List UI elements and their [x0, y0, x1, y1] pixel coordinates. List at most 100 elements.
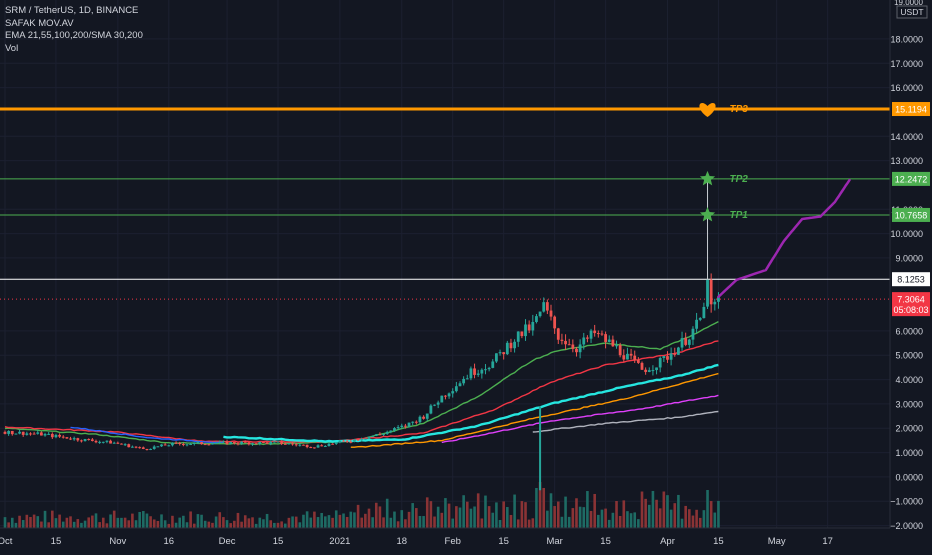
volume-bar — [669, 509, 673, 528]
currency-label: USDT — [900, 7, 923, 17]
candle — [280, 441, 284, 444]
volume-bar — [455, 506, 458, 528]
volume-bar — [116, 517, 120, 528]
candle — [131, 446, 134, 448]
volume-bar — [436, 506, 440, 528]
indicator-label-safak[interactable]: SAFAK MOV.AV — [5, 17, 74, 29]
volume-bar — [389, 517, 393, 528]
volume-bar — [112, 510, 116, 528]
volume-bar — [444, 498, 447, 528]
candle — [593, 330, 597, 334]
candle — [560, 339, 564, 341]
candle — [342, 440, 345, 442]
candle — [353, 439, 356, 442]
volume-bar — [549, 493, 553, 528]
volume-bar — [422, 516, 425, 528]
volume-bar — [622, 500, 626, 528]
candle — [596, 333, 600, 335]
candle — [549, 310, 553, 317]
price-tick-label: 14.0000 — [890, 132, 923, 142]
volume-bar — [174, 522, 178, 528]
volume-bar — [637, 519, 640, 528]
volume-bar — [684, 505, 687, 528]
candle — [538, 311, 542, 317]
candle — [229, 442, 233, 444]
indicator-label-volume[interactable]: Vol — [5, 42, 19, 54]
candle — [116, 442, 120, 444]
volume-bar — [589, 510, 593, 528]
candle — [25, 433, 29, 435]
volume-bar — [385, 498, 389, 528]
volume-bar — [324, 516, 327, 528]
volume-bar — [58, 514, 61, 528]
ma-line — [4, 340, 719, 443]
volume-bar — [415, 508, 418, 528]
volume-bar — [207, 521, 211, 528]
volume-bar — [178, 517, 182, 528]
volume-bar — [520, 501, 524, 528]
candle — [174, 442, 178, 444]
last-price-tag — [892, 292, 930, 317]
volume-bar — [101, 517, 105, 528]
currency-box[interactable] — [896, 5, 928, 19]
candle — [43, 434, 47, 436]
volume-bar — [331, 517, 334, 528]
level-price-tag — [892, 272, 930, 287]
candle — [338, 440, 342, 443]
level-label-tp3: TP3 — [730, 104, 749, 115]
volume-bar — [491, 512, 495, 528]
candle — [422, 416, 425, 419]
volume-bar — [200, 514, 203, 528]
candle — [7, 430, 11, 434]
level-price-label: 8.1253 — [897, 275, 925, 285]
candle — [374, 434, 378, 436]
candle — [14, 433, 18, 435]
candle — [615, 345, 618, 347]
volume-bar — [666, 495, 669, 528]
time-tick-label: May — [768, 536, 786, 547]
candle — [444, 395, 447, 397]
time-tick-label: Apr — [660, 536, 675, 547]
time-axis[interactable] — [0, 528, 890, 550]
volume-bar — [360, 517, 364, 528]
candle — [607, 339, 611, 342]
volume-bar — [40, 521, 43, 528]
candle — [680, 338, 684, 348]
candle — [345, 440, 349, 442]
candle — [167, 445, 171, 447]
candle — [691, 328, 695, 340]
volume-bar — [94, 513, 98, 528]
candle — [196, 442, 200, 444]
price-tick-label: 0.0000 — [895, 472, 923, 482]
volume-bar — [302, 514, 305, 528]
volume-bar — [80, 522, 83, 528]
candle — [487, 367, 491, 370]
time-tick-label: 15 — [498, 536, 509, 547]
volume-bar — [233, 520, 236, 528]
price-tick-label: −1.0000 — [890, 497, 923, 507]
volume-bar — [269, 520, 273, 528]
volume-bar — [214, 516, 218, 528]
volume-bar — [149, 516, 152, 528]
candle — [105, 440, 109, 442]
candle — [611, 339, 615, 347]
volume-bar — [222, 517, 225, 528]
volume-bar — [465, 501, 469, 528]
candle — [72, 438, 76, 440]
indicator-label-ema[interactable]: EMA 21,55,100,200/SMA 30,200 — [5, 30, 143, 41]
volume-bar — [597, 514, 600, 528]
volume-bar — [105, 523, 109, 528]
volume-bar — [3, 517, 7, 528]
volume-bar — [571, 508, 575, 528]
volume-bar — [560, 516, 564, 528]
candle — [185, 444, 189, 446]
volume-bar — [29, 517, 32, 528]
symbol-title[interactable]: SRM / TetherUS, 1D, BINANCE — [5, 5, 139, 16]
volume-bar — [320, 512, 323, 528]
ma-line — [350, 372, 719, 448]
time-tick-label: Nov — [109, 536, 126, 547]
candle — [644, 369, 648, 372]
price-tick-label: 9.0000 — [895, 253, 923, 263]
